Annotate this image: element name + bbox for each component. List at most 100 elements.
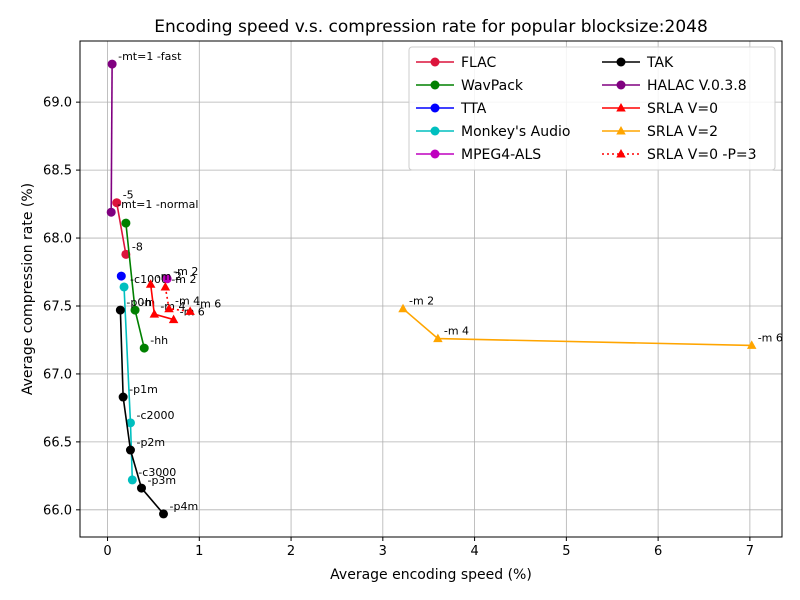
data-label-srla-v-0-p-3: -m 2 xyxy=(171,273,196,286)
chart-title: Encoding speed v.s. compression rate for… xyxy=(154,17,708,37)
data-label-halac-v-0-3-8: -mt=1 -normal xyxy=(117,198,198,211)
data-point-tta xyxy=(116,271,126,281)
legend-marker xyxy=(616,57,626,67)
ticks: 0 1 2 3 4 5 6 7 66.0 66.5 67.0 67.5 68.0 68.5 69.0 xyxy=(43,96,754,559)
legend-marker xyxy=(616,126,626,135)
data-point-srla-v-0 xyxy=(168,314,179,324)
data-label-halac-v-0-3-8: -mt=1 -fast xyxy=(118,50,182,63)
legend-label: Monkey's Audio xyxy=(461,124,570,140)
data-point-flac xyxy=(121,249,131,259)
x-tick-label: 6 xyxy=(654,544,662,559)
x-tick-label: 5 xyxy=(562,544,570,559)
series-monkey-s-audio: -c1000 -c2000 -c3000 xyxy=(119,273,176,485)
data-label-srla-v-0-p-3: -m 4 xyxy=(175,295,200,308)
data-point-srla-v-0-p-3 xyxy=(164,303,174,313)
legend-marker xyxy=(430,149,440,159)
series-srla-v-2: -m 2 -m 4 -m 6 xyxy=(398,295,783,349)
data-point-halac-v-0-3-8 xyxy=(106,207,116,217)
x-axis-label: Average encoding speed (%) xyxy=(330,567,532,583)
data-label-wavpack: -hh xyxy=(150,334,168,347)
data-point-wavpack xyxy=(130,305,140,315)
data-point-mpeg4-als xyxy=(162,274,172,284)
legend-item-tak: TAK xyxy=(602,55,674,71)
x-tick-label: 2 xyxy=(287,544,295,559)
series-mpeg4-als: -m 2 xyxy=(162,265,198,284)
series-wavpack: -h -hh xyxy=(121,218,168,353)
legend-marker xyxy=(616,80,626,90)
y-tick-label: 67.0 xyxy=(43,367,72,382)
legend-label: TAK xyxy=(646,55,674,71)
series-line-srla-v-0-p-3 xyxy=(164,286,191,313)
data-label-srla-v-2: -m 2 xyxy=(409,295,434,308)
legend-item-mpeg4-als: MPEG4-ALS xyxy=(416,147,541,163)
y-tick-label: 68.0 xyxy=(43,232,72,247)
x-tick-label: 7 xyxy=(746,544,754,559)
data-label-mpeg4-als: -m 2 xyxy=(173,265,198,278)
data-point-tak xyxy=(159,509,169,519)
data-point-srla-v-0 xyxy=(149,309,160,318)
data-label-srla-v-2: -m 4 xyxy=(444,325,469,338)
data-label-monkey-s-audio: -c3000 xyxy=(138,466,176,479)
data-label-tak: -p4m xyxy=(170,500,199,513)
y-tick-label: 66.5 xyxy=(43,435,72,450)
legend-marker xyxy=(616,149,626,158)
legend-label: MPEG4-ALS xyxy=(461,147,541,163)
data-label-tak: -p1m xyxy=(129,383,158,396)
data-label-wavpack: -h xyxy=(141,296,152,309)
x-tick-label: 1 xyxy=(195,544,203,559)
data-point-srla-v-0 xyxy=(145,279,156,288)
legend-label: SRLA V=2 xyxy=(647,124,718,140)
data-label-srla-v-2: -m 6 xyxy=(758,331,783,344)
y-axis-label: Average compression rate (%) xyxy=(20,183,36,395)
series-flac: -5 -8 xyxy=(112,189,143,259)
data-label-monkey-s-audio: -c1000 xyxy=(130,273,168,286)
legend-marker xyxy=(430,80,440,90)
legend-label: TTA xyxy=(460,101,487,117)
data-label-flac: -8 xyxy=(132,240,143,253)
data-label-tak: -p3m xyxy=(147,474,176,487)
legend-label: WavPack xyxy=(461,78,524,94)
data-point-monkey-s-audio xyxy=(125,418,135,428)
legend-item-flac: FLAC xyxy=(416,55,497,71)
data-point-srla-v-0-p-3 xyxy=(185,306,195,315)
legend-item-srla-v-0-p-3: SRLA V=0 -P=3 xyxy=(602,147,757,163)
legend-label: FLAC xyxy=(461,55,497,71)
data-point-wavpack xyxy=(121,218,131,228)
data-point-tak xyxy=(118,392,128,402)
legend-marker xyxy=(430,126,440,136)
data-label-srla-v-0: -m 2 xyxy=(157,270,182,283)
y-tick-label: 67.5 xyxy=(43,299,72,314)
legend-marker xyxy=(430,57,440,67)
legend-label: SRLA V=0 xyxy=(647,101,718,117)
data-label-tak: -p0m xyxy=(126,296,155,309)
data-point-monkey-s-audio xyxy=(127,475,137,485)
legend-label: SRLA V=0 -P=3 xyxy=(647,147,757,163)
data-point-srla-v-2 xyxy=(433,333,443,343)
data-point-srla-v-2 xyxy=(746,340,757,349)
y-tick-label: 69.0 xyxy=(43,96,72,111)
data-point-srla-v-0-p-3 xyxy=(160,281,171,291)
data-label-flac: -5 xyxy=(123,189,134,202)
legend-marker xyxy=(430,103,440,113)
series-line-flac xyxy=(115,202,127,255)
series-srla-v-0-p-3: -m 2 -m 4-m 6 xyxy=(160,273,221,315)
series-layer: -5-8-h-hh-c1000-c2000-c3000-m 2-p0m-p1m-… xyxy=(106,50,783,519)
legend-item-tta: TTA xyxy=(416,101,487,117)
x-tick-label: 0 xyxy=(103,544,111,559)
legend-box xyxy=(408,46,776,171)
data-label-monkey-s-audio: -c2000 xyxy=(136,409,174,422)
legend-item-srla-v-0: SRLA V=0 xyxy=(602,101,718,117)
legend-item-monkey-s-audio: Monkey's Audio xyxy=(416,124,570,140)
data-point-flac xyxy=(112,198,122,208)
data-point-tak xyxy=(125,445,135,455)
data-point-tak xyxy=(136,483,146,493)
series-tak: -p0m -p1m -p2m -p3m -p4m xyxy=(115,296,199,519)
data-point-monkey-s-audio xyxy=(119,282,129,292)
data-point-srla-v-2 xyxy=(398,303,408,313)
x-tick-label: 4 xyxy=(470,544,478,559)
legend-label: HALAC V.0.3.8 xyxy=(647,78,747,94)
series-tta xyxy=(116,271,126,281)
legend: FLAC WavPack TTA Monkey's Audio MPEG4-ALS TAK… xyxy=(408,46,776,171)
legend-item-halac-v-0-3-8: HALAC V.0.3.8 xyxy=(602,78,747,94)
